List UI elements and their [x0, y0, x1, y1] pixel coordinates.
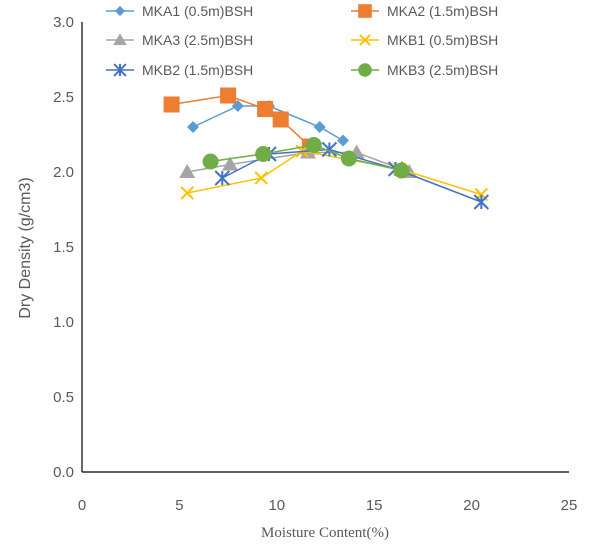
legend-marker: [114, 5, 126, 17]
series-layer: [163, 87, 490, 210]
data-point: [179, 164, 196, 178]
data-point: [254, 171, 268, 185]
y-tick-label: 0.5: [53, 389, 74, 406]
data-point: [393, 162, 410, 179]
legend: MKA1 (0.5m)BSH MKA2 (1.5m)BSH MKA3 (2.5m)B…: [106, 3, 498, 78]
y-tick-label: 2.5: [53, 89, 74, 106]
legend-marker: [358, 4, 372, 18]
data-point: [257, 101, 274, 117]
legend-label: MKB1 (0.5m)BSH: [387, 32, 498, 48]
legend-label: MKA2 (1.5m)BSH: [387, 3, 498, 19]
legend-marker: [113, 33, 127, 46]
data-point: [337, 134, 350, 147]
y-tick-label: 3.0: [53, 14, 74, 31]
legend-label: MKA3 (2.5m)BSH: [142, 32, 253, 48]
y-tick-label: 1.0: [53, 314, 74, 331]
x-tick-label: 0: [78, 497, 86, 514]
legend-item: MKA1 (0.5m)BSH: [106, 3, 253, 19]
data-point: [202, 153, 219, 170]
legend-label: MKB3 (2.5m)BSH: [387, 62, 498, 78]
data-point: [473, 194, 490, 210]
y-tick-label: 1.5: [53, 239, 74, 256]
legend-item: MKB3 (2.5m)BSH: [351, 62, 498, 78]
legend-label: MKB2 (1.5m)BSH: [142, 62, 253, 78]
legend-item: MKA3 (2.5m)BSH: [106, 32, 253, 48]
x-tick-label: 25: [561, 497, 578, 514]
data-point: [305, 137, 322, 153]
y-tick-label: 2.0: [53, 164, 74, 181]
data-point: [272, 111, 289, 128]
data-point: [222, 156, 239, 171]
x-tick-label: 15: [366, 497, 383, 514]
x-axis-title: Moisture Content(%): [261, 525, 389, 541]
series-2: [163, 87, 318, 155]
data-point: [214, 170, 230, 186]
data-point: [180, 186, 194, 200]
legend-marker: [359, 34, 371, 46]
legend-item: MKA2 (1.5m)BSH: [351, 3, 498, 19]
data-point: [255, 146, 272, 162]
x-tick-label: 5: [175, 497, 183, 514]
data-point: [163, 96, 180, 113]
x-tick-label: 20: [463, 497, 480, 514]
data-point: [220, 87, 237, 104]
y-tick-label: 0.0: [53, 464, 74, 481]
data-point: [340, 150, 357, 167]
legend-label: MKA1 (0.5m)BSH: [142, 3, 253, 19]
data-point: [321, 141, 338, 158]
series-6: [202, 137, 410, 179]
legend-marker: [113, 63, 127, 77]
legend-marker: [358, 63, 372, 77]
axes: 0.0 0.5 1.0 1.5 2.0 2.5 3.0 0 5 10 15 20 25: [53, 14, 577, 514]
x-tick-label: 10: [268, 497, 285, 514]
y-axis-title: Dry Density (g/cm3): [17, 177, 34, 318]
data-point: [187, 121, 200, 133]
data-point: [313, 121, 326, 133]
legend-item: MKB2 (1.5m)BSH: [106, 62, 253, 78]
legend-item: MKB1 (0.5m)BSH: [351, 32, 498, 48]
